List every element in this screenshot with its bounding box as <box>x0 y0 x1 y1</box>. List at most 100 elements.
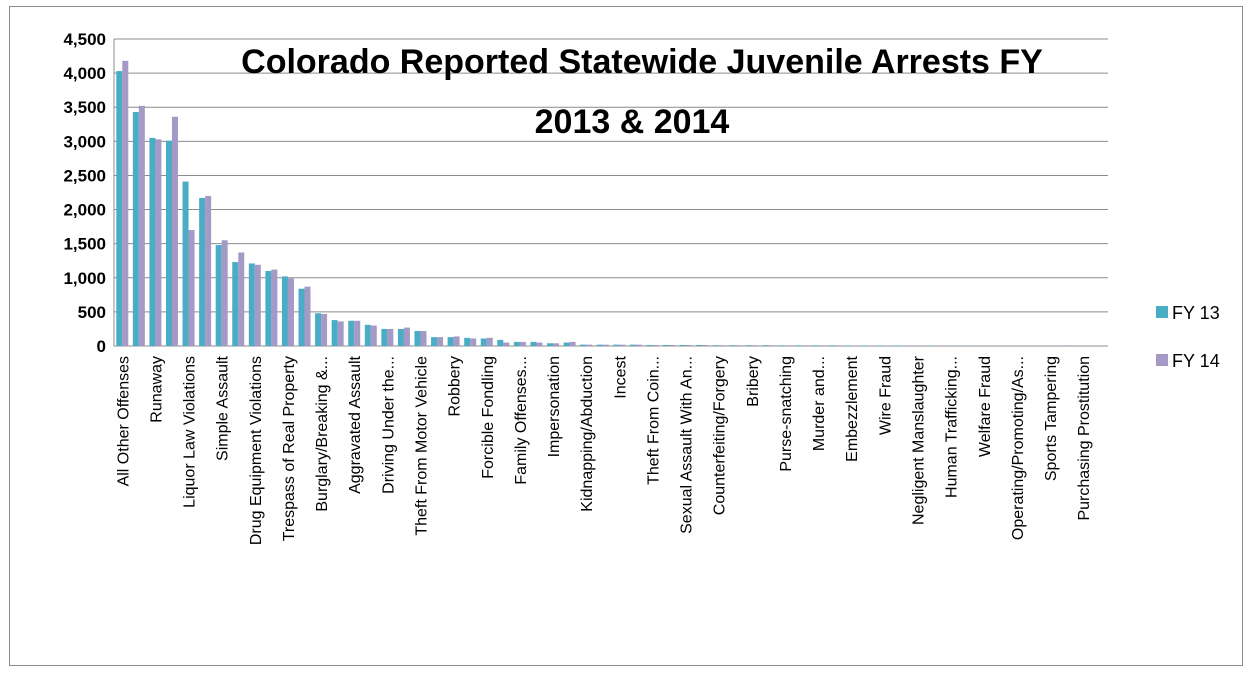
y-tick-label: 2,000 <box>63 201 106 220</box>
bar-fy13 <box>480 338 487 346</box>
x-tick-label: Theft From Motor Vehicle <box>413 356 430 536</box>
bar-fy14 <box>321 313 328 346</box>
bar-fy14 <box>652 344 659 346</box>
chart-title: Colorado Reported Statewide Juvenile Arr… <box>241 43 1043 81</box>
bar-fy13 <box>547 343 554 346</box>
x-tick-label: Drug Equipment Violations <box>248 356 265 545</box>
bar-fy14 <box>553 343 560 346</box>
bar-fy13 <box>629 344 636 346</box>
bar-fy14 <box>735 345 742 346</box>
bar-fy13 <box>397 328 404 346</box>
bar-fy14 <box>801 345 808 346</box>
bar-fy14 <box>486 337 493 346</box>
bar-fy13 <box>165 140 172 346</box>
bar-fy13 <box>646 344 653 346</box>
bar-fy14 <box>453 336 460 346</box>
legend-label: FY 14 <box>1172 351 1220 371</box>
bar-fy14 <box>768 345 775 346</box>
y-tick-label: 3,500 <box>63 98 106 117</box>
y-tick-label: 4,500 <box>63 30 106 49</box>
bar-fy13 <box>530 341 537 346</box>
bar-fy13 <box>414 330 421 346</box>
bar-fy14 <box>403 327 410 346</box>
bar-fy13 <box>745 345 752 346</box>
bar-fy14 <box>685 344 692 346</box>
bar-fy13 <box>116 71 123 346</box>
bar-fy14 <box>851 345 858 346</box>
bar-fy14 <box>337 321 344 346</box>
bar-fy13 <box>331 320 338 346</box>
x-tick-label: All Other Offenses <box>115 356 132 486</box>
bar-fy13 <box>613 344 620 346</box>
bar-fy13 <box>348 320 355 346</box>
bar-fy14 <box>1066 345 1073 346</box>
x-tick-label: Counterfeiting/Forgery <box>712 356 729 515</box>
bar-fy13 <box>215 245 222 346</box>
x-tick-label: Forcible Fondling <box>480 356 497 479</box>
bar-fy14 <box>221 240 228 346</box>
y-tick-label: 3,000 <box>63 132 106 151</box>
y-tick-label: 500 <box>78 303 106 322</box>
bar-fy14 <box>668 344 675 346</box>
bar-fy13 <box>298 288 305 346</box>
x-tick-label: Sexual Assault With An... <box>679 356 696 534</box>
bar-fy13 <box>712 345 719 346</box>
x-tick-label: Bribery <box>745 356 762 407</box>
bar-fy14 <box>254 264 261 346</box>
bar-fy13 <box>464 337 471 346</box>
bar-chart: 0 500 1,000 1,500 2,000 2,500 3,000 3,500 4,000 4… <box>63 30 1220 545</box>
bar-fy14 <box>718 345 725 346</box>
bar-fy14 <box>586 344 593 346</box>
bar-fy13 <box>497 339 504 346</box>
bar-fy14 <box>569 341 576 346</box>
bar-fy14 <box>867 345 874 346</box>
bar-fy13 <box>248 263 255 346</box>
bar-fy14 <box>122 60 129 346</box>
bar-fy14 <box>884 345 891 346</box>
bar-fy14 <box>437 337 444 346</box>
bar-fy13 <box>729 345 736 346</box>
bar-fy13 <box>513 341 520 346</box>
bar-fy13 <box>431 337 438 346</box>
bar-fy14 <box>900 345 907 346</box>
y-tick-label: 4,000 <box>63 64 106 83</box>
bar-fy13 <box>563 342 570 346</box>
x-tick-label: Burglary/Breaking &... <box>314 356 331 512</box>
y-tick-label: 1,500 <box>63 235 106 254</box>
bar-fy13 <box>315 313 322 346</box>
bar-fy13 <box>182 181 189 346</box>
bar-fy13 <box>281 276 288 346</box>
legend-swatch <box>1156 354 1168 366</box>
bar-fy13 <box>828 345 835 346</box>
bar-fy14 <box>751 345 758 346</box>
bar-fy13 <box>199 197 206 346</box>
bar-fy14 <box>784 345 791 346</box>
bar-fy14 <box>354 320 361 346</box>
bar-fy14 <box>536 342 543 346</box>
bar-fy14 <box>304 286 311 346</box>
x-tick-label: Runaway <box>148 356 165 423</box>
chart-title: 2013 & 2014 <box>535 103 730 141</box>
bar-fy13 <box>447 337 454 346</box>
x-tick-label: Operating/Promoting/As... <box>1010 356 1027 540</box>
bar-fy14 <box>205 195 212 346</box>
chart-frame: 0 500 1,000 1,500 2,000 2,500 3,000 3,500 4,000 4… <box>9 6 1243 666</box>
x-tick-label: Trespass of Real Property <box>281 356 298 541</box>
bar-fy13 <box>381 328 388 346</box>
bar-fy13 <box>894 345 901 346</box>
x-tick-label: Liquor Law Violations <box>182 356 199 508</box>
bar-fy13 <box>149 137 156 346</box>
x-tick-label: Driving Under the... <box>380 356 397 494</box>
x-tick-label: Robbery <box>447 356 464 416</box>
bar-fy14 <box>387 328 394 346</box>
bar-fy14 <box>188 230 195 346</box>
y-tick-label: 1,000 <box>63 269 106 288</box>
bar-fy13 <box>232 262 239 346</box>
y-tick-label: 2,500 <box>63 166 106 185</box>
bar-fy13 <box>132 111 139 347</box>
bar-fy13 <box>812 345 819 346</box>
bar-fy14 <box>635 344 642 346</box>
x-tick-label: Incest <box>612 355 629 398</box>
x-tick-label: Kidnapping/Abduction <box>579 356 596 512</box>
bar-fy14 <box>818 345 825 346</box>
